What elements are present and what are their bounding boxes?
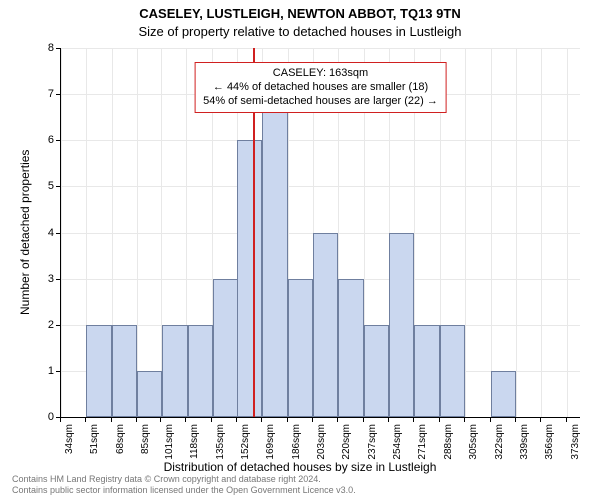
gridline-v bbox=[541, 48, 542, 417]
histogram-bar bbox=[112, 325, 137, 417]
x-tick-mark bbox=[388, 418, 389, 422]
x-tick-label: 34sqm bbox=[64, 424, 75, 454]
x-tick-label: 339sqm bbox=[519, 424, 530, 460]
gridline-h bbox=[61, 140, 580, 141]
x-tick-mark bbox=[136, 418, 137, 422]
x-tick-label: 356sqm bbox=[544, 424, 555, 460]
x-tick-mark bbox=[312, 418, 313, 422]
y-tick-label: 4 bbox=[14, 227, 54, 239]
x-tick-mark bbox=[261, 418, 262, 422]
x-tick-label: 220sqm bbox=[341, 424, 352, 460]
x-tick-mark bbox=[111, 418, 112, 422]
y-tick-mark bbox=[56, 325, 60, 326]
gridline-v bbox=[491, 48, 492, 417]
gridline-v bbox=[465, 48, 466, 417]
gridline-v bbox=[137, 48, 138, 417]
histogram-bar bbox=[262, 94, 287, 417]
x-tick-label: 101sqm bbox=[164, 424, 175, 460]
y-tick-mark bbox=[56, 94, 60, 95]
y-tick-mark bbox=[56, 371, 60, 372]
chart-title-address: CASELEY, LUSTLEIGH, NEWTON ABBOT, TQ13 9… bbox=[0, 6, 600, 21]
histogram-bar bbox=[491, 371, 516, 417]
annotation-line-1: CASELEY: 163sqm bbox=[203, 66, 438, 80]
x-tick-label: 152sqm bbox=[240, 424, 251, 460]
x-tick-mark bbox=[413, 418, 414, 422]
x-tick-mark bbox=[85, 418, 86, 422]
footer-line-1: Contains HM Land Registry data © Crown c… bbox=[12, 474, 356, 485]
histogram-bar bbox=[188, 325, 213, 417]
x-tick-mark bbox=[236, 418, 237, 422]
gridline-v bbox=[61, 48, 62, 417]
footer-attribution: Contains HM Land Registry data © Crown c… bbox=[12, 474, 356, 496]
annotation-line-3: 54% of semi-detached houses are larger (… bbox=[203, 94, 438, 108]
property-size-histogram: CASELEY, LUSTLEIGH, NEWTON ABBOT, TQ13 9… bbox=[0, 0, 600, 500]
histogram-bar bbox=[364, 325, 389, 417]
annotation-line-2: ← 44% of detached houses are smaller (18… bbox=[203, 80, 438, 94]
footer-line-2: Contains public sector information licen… bbox=[12, 485, 356, 496]
gridline-h bbox=[61, 48, 580, 49]
x-tick-mark bbox=[363, 418, 364, 422]
x-tick-mark bbox=[211, 418, 212, 422]
x-tick-label: 203sqm bbox=[316, 424, 327, 460]
x-tick-label: 51sqm bbox=[89, 424, 100, 454]
y-tick-mark bbox=[56, 279, 60, 280]
x-tick-label: 186sqm bbox=[291, 424, 302, 460]
histogram-bar bbox=[338, 279, 363, 417]
x-tick-mark bbox=[60, 418, 61, 422]
y-tick-label: 6 bbox=[14, 134, 54, 146]
y-tick-label: 5 bbox=[14, 180, 54, 192]
x-tick-label: 305sqm bbox=[468, 424, 479, 460]
y-tick-label: 8 bbox=[14, 42, 54, 54]
histogram-bar bbox=[440, 325, 465, 417]
x-tick-label: 237sqm bbox=[367, 424, 378, 460]
x-tick-label: 373sqm bbox=[570, 424, 581, 460]
x-tick-label: 288sqm bbox=[443, 424, 454, 460]
histogram-bar bbox=[237, 140, 262, 417]
x-tick-mark bbox=[464, 418, 465, 422]
x-tick-mark bbox=[515, 418, 516, 422]
x-tick-label: 85sqm bbox=[140, 424, 151, 454]
x-tick-mark bbox=[540, 418, 541, 422]
x-tick-mark bbox=[185, 418, 186, 422]
x-tick-label: 254sqm bbox=[392, 424, 403, 460]
chart-subtitle: Size of property relative to detached ho… bbox=[0, 24, 600, 39]
y-tick-mark bbox=[56, 233, 60, 234]
y-tick-mark bbox=[56, 186, 60, 187]
y-tick-label: 2 bbox=[14, 319, 54, 331]
gridline-h bbox=[61, 186, 580, 187]
x-tick-mark bbox=[160, 418, 161, 422]
gridline-v bbox=[567, 48, 568, 417]
gridline-v bbox=[516, 48, 517, 417]
y-tick-mark bbox=[56, 140, 60, 141]
plot-area: CASELEY: 163sqm← 44% of detached houses … bbox=[60, 48, 580, 418]
y-tick-label: 3 bbox=[14, 273, 54, 285]
x-tick-mark bbox=[439, 418, 440, 422]
x-tick-mark bbox=[287, 418, 288, 422]
x-axis-label: Distribution of detached houses by size … bbox=[0, 460, 600, 474]
x-tick-label: 68sqm bbox=[115, 424, 126, 454]
y-tick-label: 0 bbox=[14, 411, 54, 423]
histogram-bar bbox=[86, 325, 111, 417]
y-tick-mark bbox=[56, 48, 60, 49]
x-tick-label: 135sqm bbox=[215, 424, 226, 460]
histogram-bar bbox=[288, 279, 313, 417]
histogram-bar bbox=[414, 325, 439, 417]
histogram-bar bbox=[162, 325, 187, 417]
x-tick-mark bbox=[490, 418, 491, 422]
annotation-box: CASELEY: 163sqm← 44% of detached houses … bbox=[194, 62, 447, 113]
histogram-bar bbox=[313, 233, 338, 418]
x-tick-mark bbox=[566, 418, 567, 422]
y-tick-label: 7 bbox=[14, 88, 54, 100]
histogram-bar bbox=[137, 371, 162, 417]
x-tick-label: 118sqm bbox=[189, 424, 200, 459]
y-tick-label: 1 bbox=[14, 365, 54, 377]
histogram-bar bbox=[389, 233, 414, 418]
x-tick-label: 322sqm bbox=[494, 424, 505, 460]
x-tick-label: 169sqm bbox=[265, 424, 276, 460]
x-tick-mark bbox=[337, 418, 338, 422]
x-tick-label: 271sqm bbox=[417, 424, 428, 460]
histogram-bar bbox=[213, 279, 238, 417]
